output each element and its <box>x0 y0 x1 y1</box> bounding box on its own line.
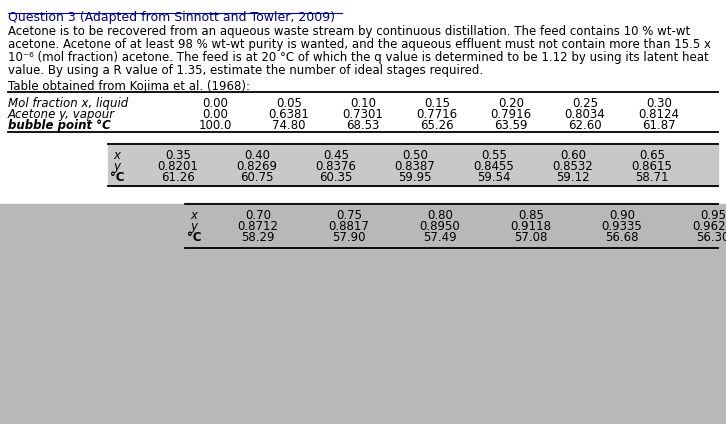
Bar <box>0 0 726 204</box>
Text: 0.10: 0.10 <box>350 97 376 110</box>
Text: 0.25: 0.25 <box>572 97 598 110</box>
Text: 0.9627: 0.9627 <box>693 220 726 233</box>
Text: 59.54: 59.54 <box>477 171 511 184</box>
Text: 0.60: 0.60 <box>560 149 586 162</box>
Text: 57.08: 57.08 <box>514 231 547 244</box>
Text: 0.85: 0.85 <box>518 209 544 222</box>
Text: 60.75: 60.75 <box>240 171 274 184</box>
Text: 74.80: 74.80 <box>272 119 306 132</box>
Text: 0.00: 0.00 <box>202 108 228 121</box>
Text: 56.68: 56.68 <box>605 231 639 244</box>
Text: 56.30: 56.30 <box>696 231 726 244</box>
Text: 0.8615: 0.8615 <box>632 160 672 173</box>
Text: 0.35: 0.35 <box>165 149 191 162</box>
Bar <box>108 143 718 186</box>
Text: 0.30: 0.30 <box>646 97 672 110</box>
Text: 0.8950: 0.8950 <box>420 220 460 233</box>
Text: Acetone is to be recovered from an aqueous waste stream by continuous distillati: Acetone is to be recovered from an aqueo… <box>8 25 690 38</box>
Text: y: y <box>190 220 197 233</box>
Text: value. By using a R value of 1.35, estimate the number of ideal stages required.: value. By using a R value of 1.35, estim… <box>8 64 483 77</box>
Text: 0.9335: 0.9335 <box>602 220 643 233</box>
Text: 57.90: 57.90 <box>333 231 366 244</box>
Text: 0.8387: 0.8387 <box>395 160 436 173</box>
Text: 63.59: 63.59 <box>494 119 528 132</box>
Text: 0.8532: 0.8532 <box>552 160 593 173</box>
Text: acetone. Acetone of at least 98 % wt-wt purity is wanted, and the aqueous efflue: acetone. Acetone of at least 98 % wt-wt … <box>8 38 711 51</box>
Text: 0.7916: 0.7916 <box>491 108 531 121</box>
Text: Acetone y, vapour: Acetone y, vapour <box>8 108 115 121</box>
Text: 0.90: 0.90 <box>609 209 635 222</box>
Text: 0.45: 0.45 <box>323 149 349 162</box>
Text: 0.75: 0.75 <box>336 209 362 222</box>
Text: 100.0: 100.0 <box>198 119 232 132</box>
Text: 0.8034: 0.8034 <box>565 108 605 121</box>
Text: 61.26: 61.26 <box>161 171 195 184</box>
Text: 68.53: 68.53 <box>346 119 380 132</box>
Text: 0.9118: 0.9118 <box>510 220 552 233</box>
Text: °C: °C <box>110 171 124 184</box>
Text: 0.8712: 0.8712 <box>237 220 279 233</box>
Text: Question 3 (Adapted from Sinnott and Towler, 2009): Question 3 (Adapted from Sinnott and Tow… <box>8 11 335 24</box>
Text: 0.55: 0.55 <box>481 149 507 162</box>
Text: 0.6381: 0.6381 <box>269 108 309 121</box>
Text: 0.95: 0.95 <box>700 209 726 222</box>
Text: 0.15: 0.15 <box>424 97 450 110</box>
Text: y: y <box>113 160 120 173</box>
Text: 0.20: 0.20 <box>498 97 524 110</box>
Text: 0.8817: 0.8817 <box>329 220 370 233</box>
Text: 0.8455: 0.8455 <box>473 160 515 173</box>
Text: 57.49: 57.49 <box>423 231 457 244</box>
Text: 0.05: 0.05 <box>276 97 302 110</box>
Text: 10⁻⁶ (mol fraction) acetone. The feed is at 20 °C of which the q value is determ: 10⁻⁶ (mol fraction) acetone. The feed is… <box>8 51 709 64</box>
Text: 62.60: 62.60 <box>568 119 602 132</box>
Text: 0.8124: 0.8124 <box>638 108 680 121</box>
Text: °C: °C <box>187 231 202 244</box>
Text: 0.00: 0.00 <box>202 97 228 110</box>
Text: 0.65: 0.65 <box>639 149 665 162</box>
Text: 0.8269: 0.8269 <box>237 160 277 173</box>
Text: 0.80: 0.80 <box>427 209 453 222</box>
Text: 58.71: 58.71 <box>635 171 669 184</box>
Text: 58.29: 58.29 <box>241 231 274 244</box>
Bar <box>0 204 726 424</box>
Text: Mol fraction x, liquid: Mol fraction x, liquid <box>8 97 129 110</box>
Text: 0.50: 0.50 <box>402 149 428 162</box>
Text: bubble point °C: bubble point °C <box>8 119 111 132</box>
Text: 59.95: 59.95 <box>399 171 432 184</box>
Text: 65.26: 65.26 <box>420 119 454 132</box>
Text: 60.35: 60.35 <box>319 171 353 184</box>
Text: 0.40: 0.40 <box>244 149 270 162</box>
Text: 59.12: 59.12 <box>556 171 590 184</box>
Text: x: x <box>113 149 120 162</box>
Text: 61.87: 61.87 <box>643 119 676 132</box>
Text: 0.7301: 0.7301 <box>343 108 383 121</box>
Bar <box>185 203 718 248</box>
Text: 0.8201: 0.8201 <box>158 160 198 173</box>
Text: 0.7716: 0.7716 <box>417 108 457 121</box>
Text: 0.70: 0.70 <box>245 209 271 222</box>
Text: 0.8376: 0.8376 <box>316 160 356 173</box>
Text: Table obtained from Kojima et al. (1968):: Table obtained from Kojima et al. (1968)… <box>8 80 250 93</box>
Text: x: x <box>190 209 197 222</box>
